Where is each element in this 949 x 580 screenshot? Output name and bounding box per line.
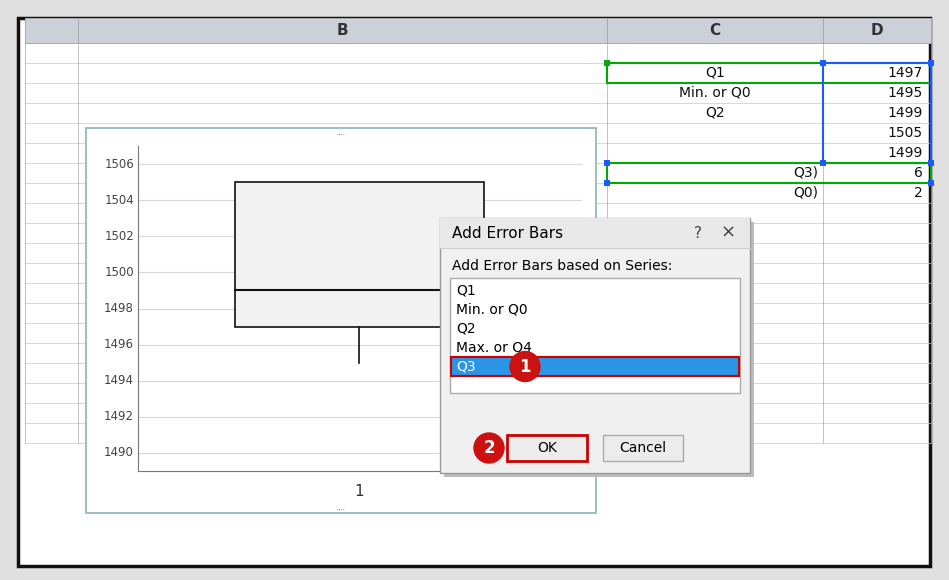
Bar (607, 63, 931, 83)
Text: Q1: Q1 (456, 284, 475, 298)
Bar (604, 180, 610, 186)
Bar (928, 60, 934, 66)
Bar (823, 63, 931, 163)
Text: 2: 2 (483, 439, 494, 457)
Text: 1498: 1498 (104, 302, 134, 315)
Text: 6: 6 (914, 166, 923, 180)
Text: Add Error Bars: Add Error Bars (452, 226, 563, 241)
Text: 1490: 1490 (104, 447, 134, 459)
Bar (928, 180, 934, 186)
Text: 1500: 1500 (104, 266, 134, 279)
Bar (604, 160, 610, 166)
Bar (607, 18, 823, 43)
Bar (603, 435, 683, 461)
Bar (235, 182, 484, 327)
Text: 1505: 1505 (888, 126, 923, 140)
Text: 1502: 1502 (104, 230, 134, 243)
Text: 1504: 1504 (104, 194, 134, 206)
Text: 1: 1 (519, 357, 530, 375)
Text: 1497: 1497 (887, 66, 923, 80)
Text: 1: 1 (355, 484, 364, 498)
Text: C: C (710, 23, 720, 38)
Bar (440, 218, 750, 248)
Text: 1499: 1499 (887, 106, 923, 120)
Text: 1494: 1494 (104, 374, 134, 387)
Text: Q2: Q2 (705, 106, 725, 120)
Bar (440, 218, 750, 473)
Text: Max. or Q4: Max. or Q4 (456, 340, 531, 354)
Circle shape (510, 351, 540, 382)
Text: 2: 2 (914, 186, 923, 200)
Bar (604, 60, 610, 66)
Text: Cancel: Cancel (620, 441, 666, 455)
Text: 1492: 1492 (104, 410, 134, 423)
Text: Q3): Q3) (793, 166, 818, 180)
Bar (607, 163, 931, 183)
Text: Q0): Q0) (793, 186, 818, 200)
Text: 1499: 1499 (887, 146, 923, 160)
Bar (451, 357, 739, 376)
Bar (823, 18, 931, 43)
Bar (820, 160, 826, 166)
Text: 1495: 1495 (887, 86, 923, 100)
Text: D: D (870, 23, 884, 38)
Text: ?: ? (694, 226, 702, 241)
Text: Min. or Q0: Min. or Q0 (679, 86, 751, 100)
Text: ....: .... (337, 505, 345, 511)
Text: Q2: Q2 (456, 321, 475, 335)
Circle shape (474, 433, 504, 463)
Bar (444, 222, 754, 477)
Text: 1496: 1496 (104, 338, 134, 351)
Bar (928, 160, 934, 166)
Text: ....: .... (337, 130, 345, 136)
Bar (78, 18, 607, 43)
Bar (450, 278, 740, 393)
Text: Q3: Q3 (456, 360, 475, 374)
Bar (820, 60, 826, 66)
Bar (25, 18, 78, 43)
Text: Min. or Q0: Min. or Q0 (456, 303, 528, 317)
Text: ×: × (720, 224, 735, 242)
Text: B: B (337, 23, 348, 38)
Bar (86, 128, 596, 513)
Bar (928, 60, 934, 66)
Text: OK: OK (537, 441, 557, 455)
Bar (928, 160, 934, 166)
Text: Q1: Q1 (705, 66, 725, 80)
Bar (507, 435, 587, 461)
Text: Add Error Bars based on Series:: Add Error Bars based on Series: (452, 259, 673, 273)
Text: 1506: 1506 (104, 158, 134, 171)
